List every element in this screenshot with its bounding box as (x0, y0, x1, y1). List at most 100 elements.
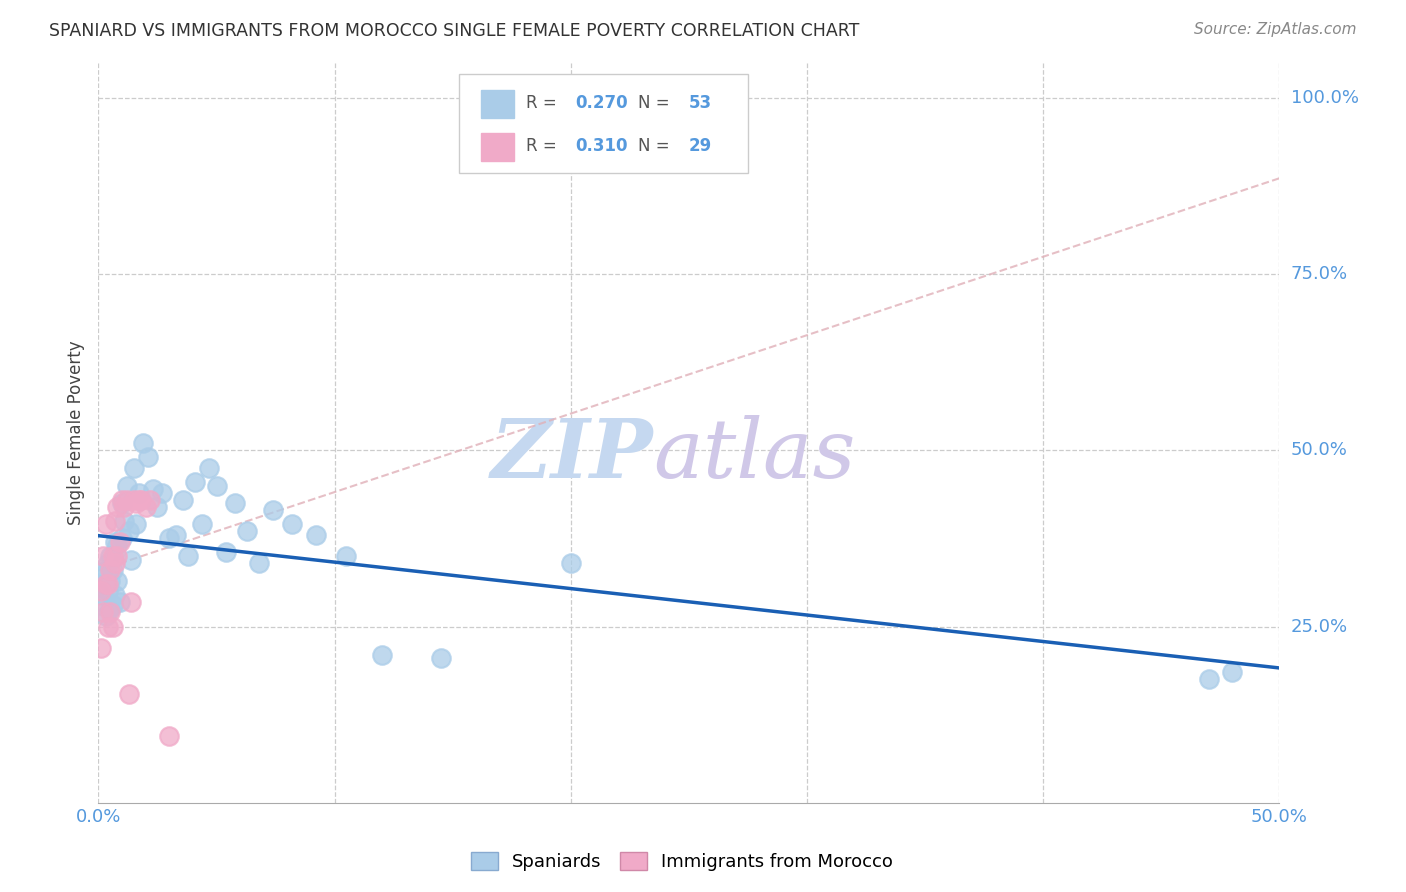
Point (98, 549, 121, 563)
Point (122, 461, 145, 475)
Text: Source: ZipAtlas.com: Source: ZipAtlas.com (1194, 22, 1357, 37)
Point (1198, 673, 1220, 687)
Point (112, 514, 135, 528)
Point (371, 648, 394, 662)
Text: R =: R = (526, 136, 562, 154)
Point (98, 574, 121, 588)
Point (128, 485, 150, 500)
Point (115, 492, 138, 507)
Y-axis label: Single Female Poverty: Single Female Poverty (66, 341, 84, 524)
Point (98, 602, 121, 616)
Point (91, 606, 114, 620)
Text: SPANIARD VS IMMIGRANTS FROM MOROCCO SINGLE FEMALE POVERTY CORRELATION CHART: SPANIARD VS IMMIGRANTS FROM MOROCCO SING… (49, 22, 859, 40)
Point (108, 535, 131, 549)
Text: atlas: atlas (654, 415, 856, 495)
Point (105, 500, 128, 514)
Point (122, 492, 145, 507)
Text: N =: N = (638, 95, 675, 112)
Point (215, 545, 238, 559)
Point (125, 517, 148, 532)
Point (281, 517, 304, 532)
Point (104, 588, 127, 602)
Text: 0.310: 0.310 (575, 136, 628, 154)
Point (94, 517, 117, 532)
Point (236, 524, 259, 539)
Point (224, 496, 246, 510)
Point (94, 609, 117, 624)
Text: N =: N = (638, 136, 675, 154)
Point (121, 552, 143, 566)
Text: 0.270: 0.270 (575, 95, 628, 112)
Point (94, 577, 117, 591)
Point (177, 549, 200, 563)
Point (111, 496, 134, 510)
Point (157, 729, 180, 743)
Text: 100.0%: 100.0% (1291, 88, 1358, 107)
Point (205, 478, 228, 492)
Point (115, 478, 138, 492)
Point (112, 500, 135, 514)
Point (91, 549, 114, 563)
Point (157, 532, 180, 546)
Point (184, 475, 207, 489)
FancyBboxPatch shape (481, 133, 515, 161)
FancyBboxPatch shape (481, 90, 515, 118)
Point (146, 500, 169, 514)
Point (108, 595, 131, 609)
Point (136, 450, 159, 465)
Point (132, 436, 155, 450)
Text: 50.0%: 50.0% (1291, 442, 1347, 459)
Point (111, 492, 134, 507)
Point (247, 556, 270, 570)
Point (90, 584, 112, 599)
Text: 25.0%: 25.0% (1291, 617, 1348, 635)
Point (198, 461, 221, 475)
Point (191, 517, 214, 532)
Point (104, 535, 127, 549)
Point (129, 492, 152, 507)
Point (142, 482, 165, 496)
Legend: Spaniards, Immigrants from Morocco: Spaniards, Immigrants from Morocco (464, 845, 900, 879)
Point (262, 503, 284, 517)
Point (90, 640, 112, 655)
Point (98, 606, 121, 620)
Point (135, 500, 157, 514)
Point (98, 563, 121, 577)
Point (172, 492, 194, 507)
Point (91, 577, 114, 591)
Point (101, 549, 124, 563)
Text: 75.0%: 75.0% (1291, 265, 1348, 283)
Point (90, 570, 112, 584)
FancyBboxPatch shape (458, 73, 748, 173)
Point (91, 588, 114, 602)
Point (430, 651, 453, 665)
Point (560, 556, 582, 570)
Point (105, 574, 128, 588)
Point (97, 584, 120, 599)
Point (94, 563, 117, 577)
Point (97, 556, 120, 570)
Text: 53: 53 (689, 95, 711, 112)
Text: 29: 29 (689, 136, 713, 154)
Point (139, 492, 162, 507)
Point (101, 599, 124, 613)
Point (97, 577, 120, 591)
Point (104, 514, 127, 528)
Point (90, 599, 112, 613)
Point (118, 524, 141, 539)
Point (125, 496, 148, 510)
Point (105, 538, 128, 552)
Point (128, 492, 150, 507)
Point (305, 528, 328, 542)
Point (101, 619, 124, 633)
Point (150, 485, 173, 500)
Point (1220, 665, 1243, 680)
Point (111, 532, 134, 546)
Point (104, 556, 127, 570)
Point (121, 595, 143, 609)
Point (165, 528, 187, 542)
Text: R =: R = (526, 95, 562, 112)
Text: ZIP: ZIP (491, 415, 654, 495)
Point (335, 549, 357, 563)
Point (97, 619, 120, 633)
